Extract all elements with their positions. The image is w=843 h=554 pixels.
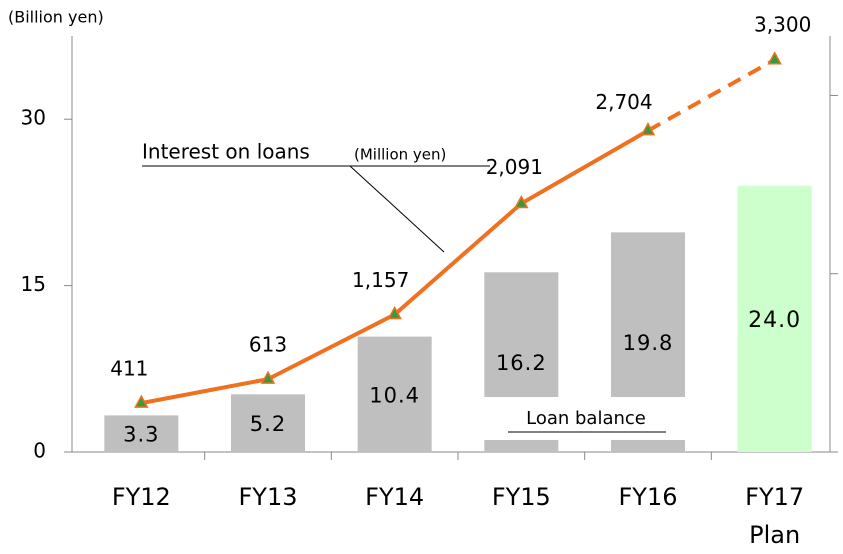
annotation-background <box>460 397 700 440</box>
y-axis-label: (Billion yen) <box>8 8 104 27</box>
line-marker <box>387 305 402 320</box>
x-tick-label: FY17 Plan <box>745 483 804 549</box>
line-marker <box>640 122 656 136</box>
bar <box>357 336 432 452</box>
line-marker <box>134 394 149 408</box>
x-tick-label: FY12 <box>112 483 171 511</box>
y-tick-label: 15 <box>21 272 46 296</box>
bar <box>104 415 179 452</box>
bar-value-label: 5.2 <box>250 412 286 436</box>
line-plan <box>647 58 776 133</box>
line-value-label: 2,704 <box>595 90 652 114</box>
x-tick-label: FY13 <box>238 483 297 511</box>
line-series-unit: (Million yen) <box>354 146 446 164</box>
line-value-label: 613 <box>249 333 287 357</box>
line-marker <box>514 194 529 209</box>
bar-series-label: Loan balance <box>526 408 646 429</box>
y-tick-label: 0 <box>33 439 46 463</box>
bar-value-label: 3.3 <box>123 423 159 447</box>
x-tick-label-line: FY17 <box>745 483 804 511</box>
line-marker <box>767 51 782 65</box>
bar <box>737 185 812 452</box>
x-tick-label: FY14 <box>365 483 424 511</box>
line-value-label: 2,091 <box>486 155 543 179</box>
x-tick-label-line: Plan <box>749 521 800 549</box>
x-tick-label: FY15 <box>492 483 551 511</box>
line-marker <box>260 370 276 384</box>
bar-value-label: 24.0 <box>748 308 801 333</box>
line-series-label: Interest on loans <box>142 140 310 164</box>
y-tick-label: 30 <box>21 106 46 130</box>
line-value-label: 411 <box>110 357 148 381</box>
line-value-label: 3,300 <box>754 12 811 36</box>
bar <box>231 394 305 452</box>
bar-value-label: 10.4 <box>369 383 420 407</box>
bar-value-label: 19.8 <box>623 331 674 355</box>
x-tick-label: FY16 <box>618 483 677 511</box>
line-value-label: 1,157 <box>352 268 409 292</box>
bar-value-label: 16.2 <box>496 351 547 375</box>
annotation-leader <box>349 165 445 253</box>
